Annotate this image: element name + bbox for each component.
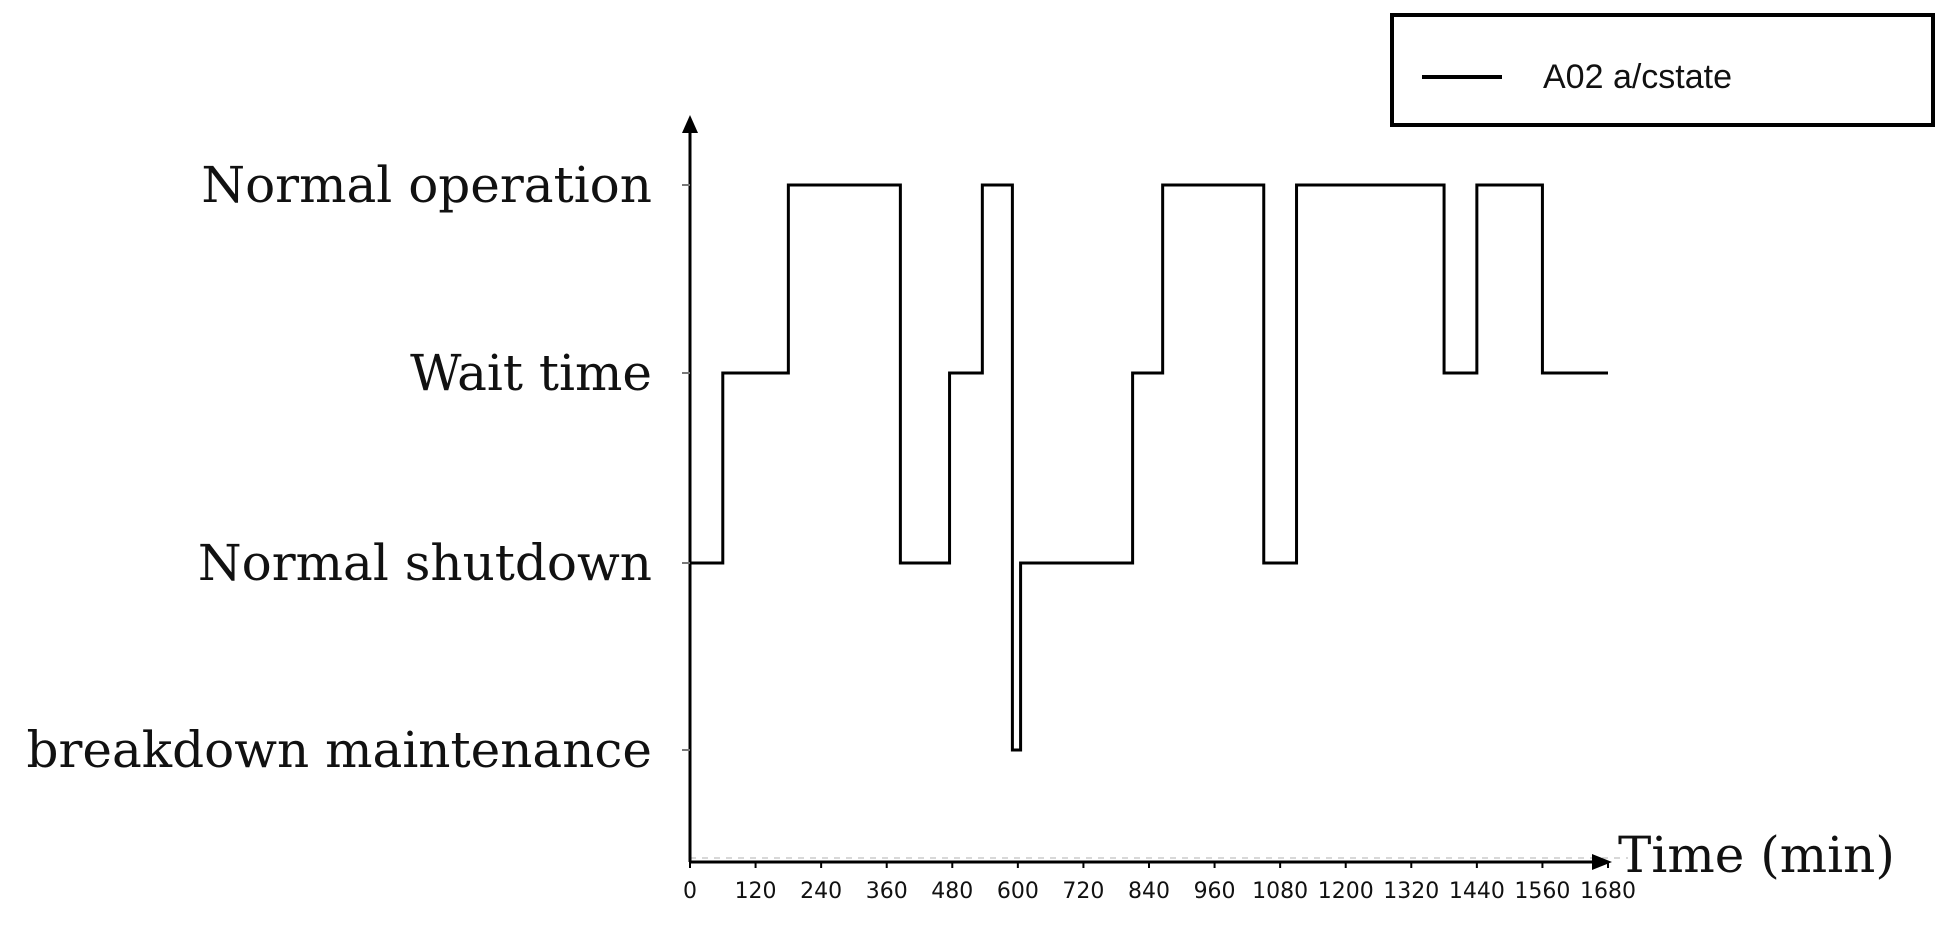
- legend: A02 a/cstate: [1390, 13, 1935, 127]
- x-tick-label: 600: [997, 879, 1039, 904]
- y-category-label: Normal operation: [201, 156, 652, 214]
- x-tick-label: 480: [931, 879, 973, 904]
- x-tick-label: 120: [735, 879, 777, 904]
- legend-entry-label: A02 a/cstate: [1543, 58, 1732, 96]
- x-tick-labels: 0 120 240 360 480 600 720 840 960 1080 1200 1320 144…: [683, 879, 1636, 904]
- series-step-line: [690, 183, 1608, 752]
- x-axis-title: Time (min): [1618, 826, 1895, 884]
- y-category-label: Normal shutdown: [198, 534, 652, 592]
- series-layer: [690, 183, 1608, 752]
- x-tick-label: 1080: [1252, 879, 1308, 904]
- y-category-label: breakdown maintenance: [26, 721, 652, 779]
- x-tick-label: 1440: [1449, 879, 1505, 904]
- x-tick-label: 240: [800, 879, 842, 904]
- x-tick-label: 1200: [1318, 879, 1374, 904]
- x-tick-label: 1680: [1580, 879, 1636, 904]
- x-tick-label: 1320: [1383, 879, 1439, 904]
- y-axis-arrow: [682, 115, 698, 133]
- x-tick-label: 840: [1128, 879, 1170, 904]
- y-category-label: Wait time: [410, 344, 652, 402]
- x-tick-label: 720: [1062, 879, 1104, 904]
- x-axis-arrow: [1592, 854, 1612, 870]
- x-tick-label: 960: [1194, 879, 1236, 904]
- x-tick-label: 1560: [1514, 879, 1570, 904]
- y-category-labels: breakdown maintenance Normal shutdown Wait…: [26, 156, 652, 779]
- x-tick-label: 0: [683, 879, 697, 904]
- axes-layer: [682, 115, 1612, 870]
- legend-box: [1390, 13, 1935, 127]
- x-tick-label: 360: [866, 879, 908, 904]
